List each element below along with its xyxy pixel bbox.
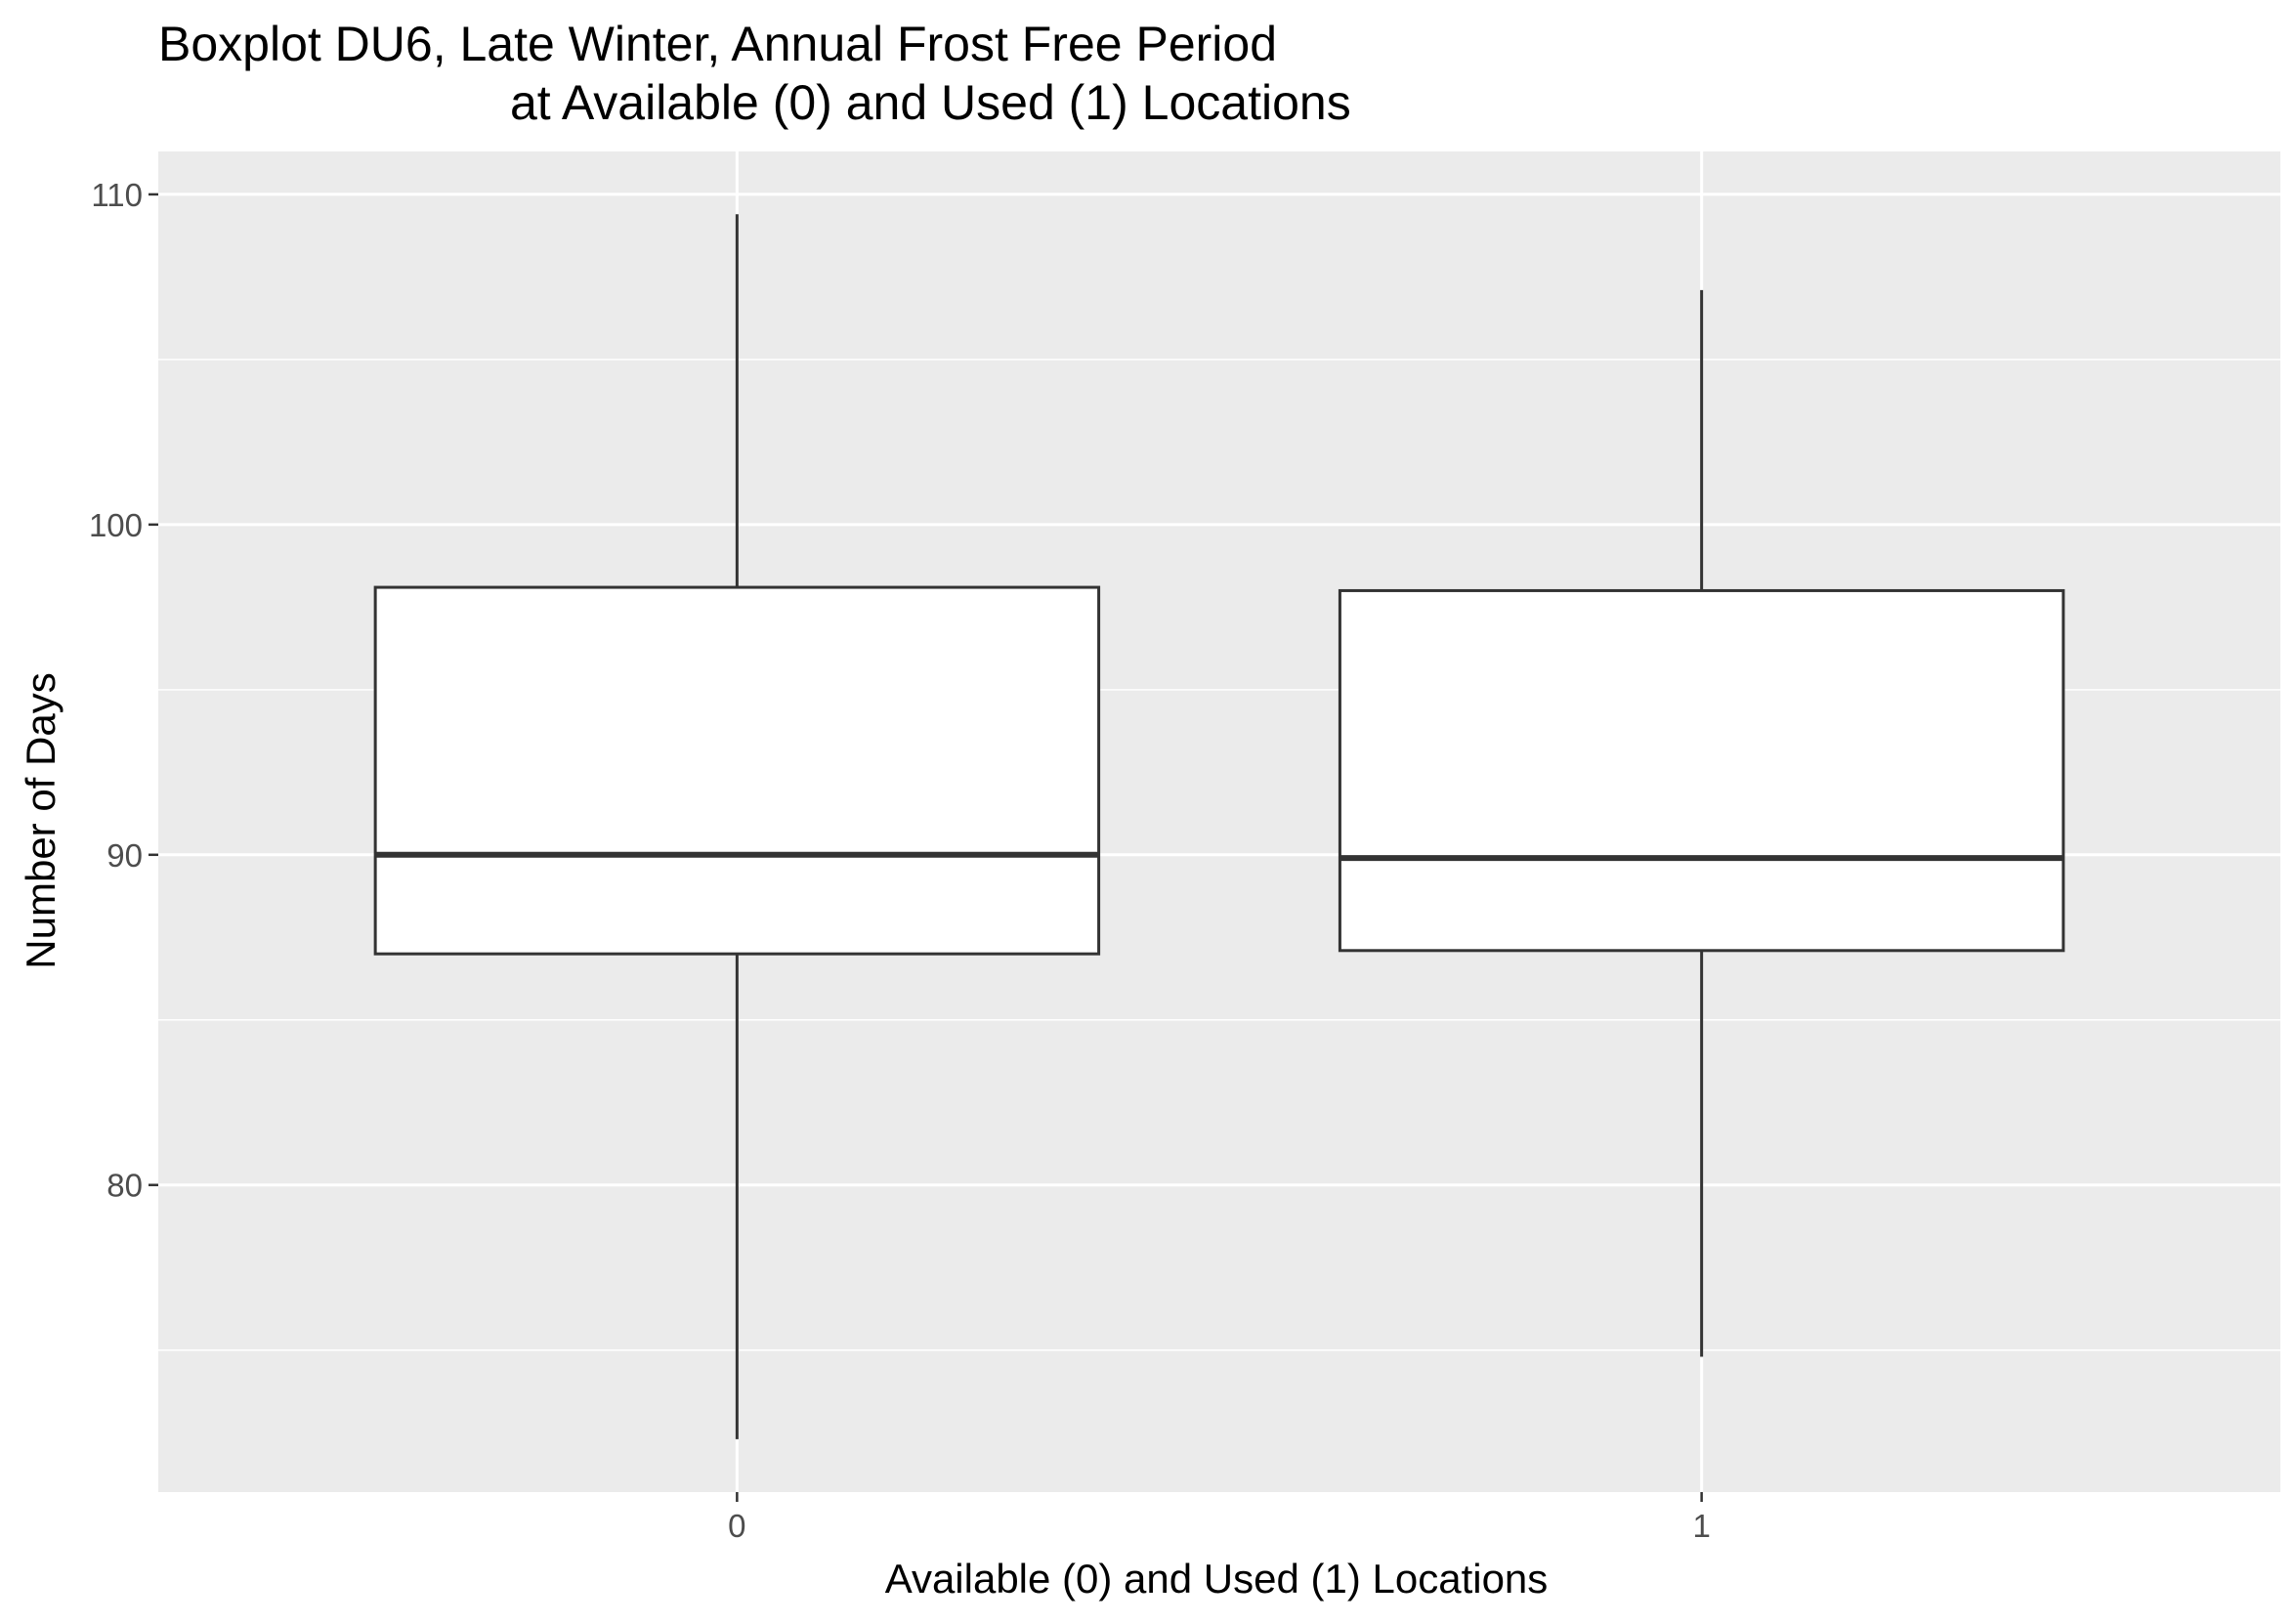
x-axis-title: Available (0) and Used (1) Locations <box>885 1556 1549 1602</box>
y-tick-label: 100 <box>89 507 143 543</box>
x-tick-label: 1 <box>1692 1508 1710 1544</box>
y-tick-label: 110 <box>91 177 143 213</box>
y-tick-label: 80 <box>106 1168 143 1204</box>
box-1 <box>1338 588 2065 953</box>
y-axis-title: Number of Days <box>18 672 64 968</box>
y-tick-label: 90 <box>106 837 143 874</box>
box-0 <box>373 585 1101 956</box>
plot-area: 80 90 100 110 0 1 <box>89 151 2280 1544</box>
chart-title: Boxplot DU6, Late Winter, Annual Frost F… <box>158 17 1277 71</box>
x-tick-label: 0 <box>728 1508 745 1544</box>
chart-subtitle: at Available (0) and Used (1) Locations <box>510 75 1351 130</box>
